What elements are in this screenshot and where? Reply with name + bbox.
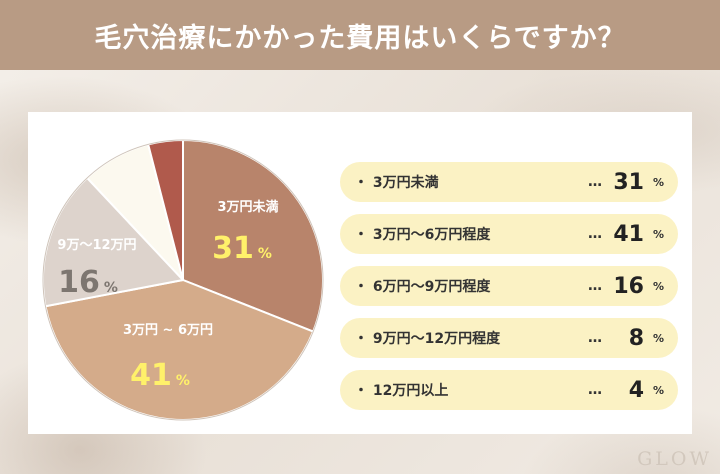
- legend-dots: …: [588, 226, 602, 242]
- pie-label-1: 3万円 ~ 6万円: [123, 323, 213, 338]
- legend-row-9-12man: ・ 9万円〜12万円程度 … 8 %: [340, 318, 678, 358]
- legend: ・ 3万円未満 … 31 % ・ 3万円〜6万円程度 … 41 % ・ 6万円〜…: [340, 162, 678, 422]
- pie-outline: [42, 139, 324, 421]
- legend-row-3-6man: ・ 3万円〜6万円程度 … 41 %: [340, 214, 678, 254]
- legend-label: ・ 9万円〜12万円程度: [354, 331, 501, 347]
- legend-row-over-12man: ・ 12万円以上 … 4 %: [340, 370, 678, 410]
- legend-row-6-9man: ・ 6万円〜9万円程度 … 16 %: [340, 266, 678, 306]
- pie-value-1: 41%: [130, 358, 190, 393]
- legend-unit: %: [652, 279, 664, 293]
- legend-dots: …: [588, 278, 602, 294]
- legend-value: 31: [613, 169, 644, 195]
- header-banner: 毛穴治療にかかった費用はいくらですか？: [0, 0, 720, 70]
- legend-label: ・ 12万円以上: [354, 383, 449, 399]
- chart-title: 毛穴治療にかかった費用はいくらですか？: [94, 22, 626, 54]
- glow-logo-watermark: GLOW: [637, 448, 712, 470]
- legend-label: ・ 6万円〜9万円程度: [354, 279, 491, 295]
- legend-value: 41: [613, 221, 644, 247]
- legend-value: 16: [613, 273, 644, 299]
- legend-unit: %: [652, 227, 664, 241]
- legend-value: 4: [628, 377, 644, 403]
- legend-dots: …: [588, 174, 602, 190]
- pie-label-2: 9万〜12万円: [57, 238, 136, 253]
- legend-row-under-3man: ・ 3万円未満 … 31 %: [340, 162, 678, 202]
- legend-dots: …: [588, 330, 602, 346]
- legend-unit: %: [652, 175, 664, 189]
- legend-label: ・ 3万円〜6万円程度: [354, 227, 491, 243]
- legend-dots: …: [588, 382, 602, 398]
- legend-unit: %: [652, 383, 664, 397]
- pie-value-2: 16%: [58, 265, 118, 300]
- legend-label: ・ 3万円未満: [354, 175, 439, 191]
- pie-value-0: 31%: [212, 231, 272, 266]
- legend-value: 8: [628, 325, 644, 351]
- pie-label-0: 3万円未満: [217, 199, 278, 215]
- legend-unit: %: [652, 331, 664, 345]
